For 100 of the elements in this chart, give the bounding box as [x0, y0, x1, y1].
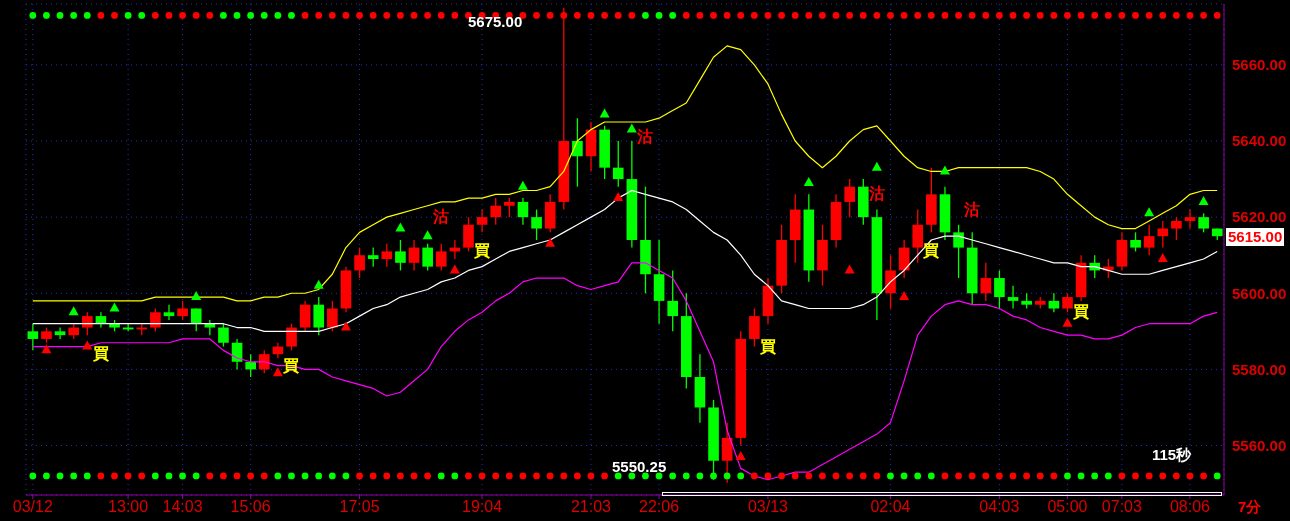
candlestick [490, 197, 502, 226]
annotation: 買 [1073, 303, 1089, 321]
x-tick-label: 07:03 [1101, 498, 1143, 516]
candlestick [504, 197, 515, 218]
point [82, 340, 93, 350]
candlestick [953, 224, 964, 279]
point [871, 161, 882, 171]
point [613, 192, 624, 202]
candlestick [1184, 208, 1196, 230]
x-tick-label: 08:06 [1169, 498, 1211, 516]
point [340, 321, 351, 331]
y-tick-label: 5580.00 [1232, 360, 1287, 378]
point [68, 306, 79, 316]
text: 5615.00 [1226, 228, 1285, 246]
y-tick-label: 5620.00 [1232, 208, 1287, 226]
point [899, 291, 910, 301]
point [1144, 207, 1155, 217]
candlestick [408, 239, 420, 272]
candlestick [1143, 224, 1155, 256]
point [517, 180, 528, 190]
point [313, 279, 324, 289]
point [422, 230, 433, 240]
candlestick [612, 140, 624, 188]
x-tick-label: 22:06 [639, 498, 680, 516]
x-tick-label: 02:04 [870, 498, 911, 516]
candlestick [286, 323, 297, 352]
point [844, 264, 855, 274]
candlestick [980, 262, 992, 302]
candlestick [1062, 292, 1073, 313]
candlestick [912, 208, 924, 264]
candlestick [1157, 220, 1169, 249]
candlestick [749, 307, 760, 348]
candlestick [844, 178, 855, 218]
candlestick [667, 269, 679, 332]
candlestick [299, 300, 311, 332]
x-tick-label: 03/13 [747, 498, 789, 516]
point [395, 222, 406, 232]
y-tick-label: 5560.00 [1232, 436, 1287, 454]
point [191, 291, 202, 301]
candlestick [150, 307, 161, 332]
candlestick [994, 269, 1005, 310]
candlestick [517, 197, 529, 226]
annotation: 沽 [964, 201, 980, 219]
point [1062, 317, 1073, 327]
point [803, 176, 814, 186]
x-tick-label: 19:04 [462, 498, 503, 516]
text: 7分 [1238, 498, 1262, 516]
candlestick [885, 254, 896, 310]
candlestick [395, 239, 406, 272]
annotation: 買 [923, 242, 939, 260]
point [272, 367, 283, 377]
point [545, 237, 556, 247]
annotation: 買 [760, 338, 776, 356]
candlestick [422, 243, 433, 272]
x-tick-label: 15:06 [230, 498, 271, 516]
candlestick [367, 246, 379, 268]
annotation: 5675.00 [468, 13, 523, 31]
annotation: 沽 [433, 208, 449, 226]
candlestick [721, 422, 733, 484]
candlestick [463, 216, 474, 253]
candlestick [190, 307, 202, 332]
annotation: 沽 [637, 128, 653, 146]
point [1198, 195, 1209, 205]
candlestick [354, 246, 365, 279]
annotation: 115秒 [1152, 446, 1192, 464]
x-tick-label: 13:00 [108, 498, 149, 516]
candlestick [54, 326, 66, 340]
point [626, 123, 637, 133]
candlestick [476, 208, 488, 234]
x-tick-label: 21:03 [570, 498, 612, 516]
candlestick [1007, 285, 1019, 310]
y-tick-label: 5660.00 [1232, 56, 1287, 74]
annotation: 5550.25 [612, 458, 667, 476]
x-tick-label: 14:03 [162, 498, 203, 516]
point [1157, 253, 1168, 263]
candlestick [435, 243, 447, 272]
point [735, 450, 746, 460]
candlestick [1198, 212, 1209, 234]
candlestick [245, 353, 256, 378]
candlestick [572, 117, 583, 188]
candlestick [1171, 216, 1182, 241]
candlestick [381, 243, 393, 268]
x-tick-label: 03/12 [12, 498, 53, 516]
annotation: 買 [93, 345, 109, 363]
annotation: 沽 [869, 185, 885, 203]
point [41, 344, 52, 354]
point [599, 108, 610, 118]
candlestick [177, 300, 188, 321]
x-tick-label: 17:05 [339, 498, 380, 516]
y-tick-label: 5600.00 [1232, 284, 1287, 302]
candlestick [218, 323, 229, 348]
line-series [32, 262, 1218, 481]
x-tick-label: 05:00 [1047, 498, 1088, 516]
candlestick [531, 208, 542, 241]
y-tick-label: 5640.00 [1232, 132, 1287, 150]
candlestick [327, 300, 338, 332]
candlestick [27, 323, 39, 352]
candlestick [1130, 231, 1141, 253]
point [449, 264, 460, 274]
candlestick [313, 296, 325, 336]
